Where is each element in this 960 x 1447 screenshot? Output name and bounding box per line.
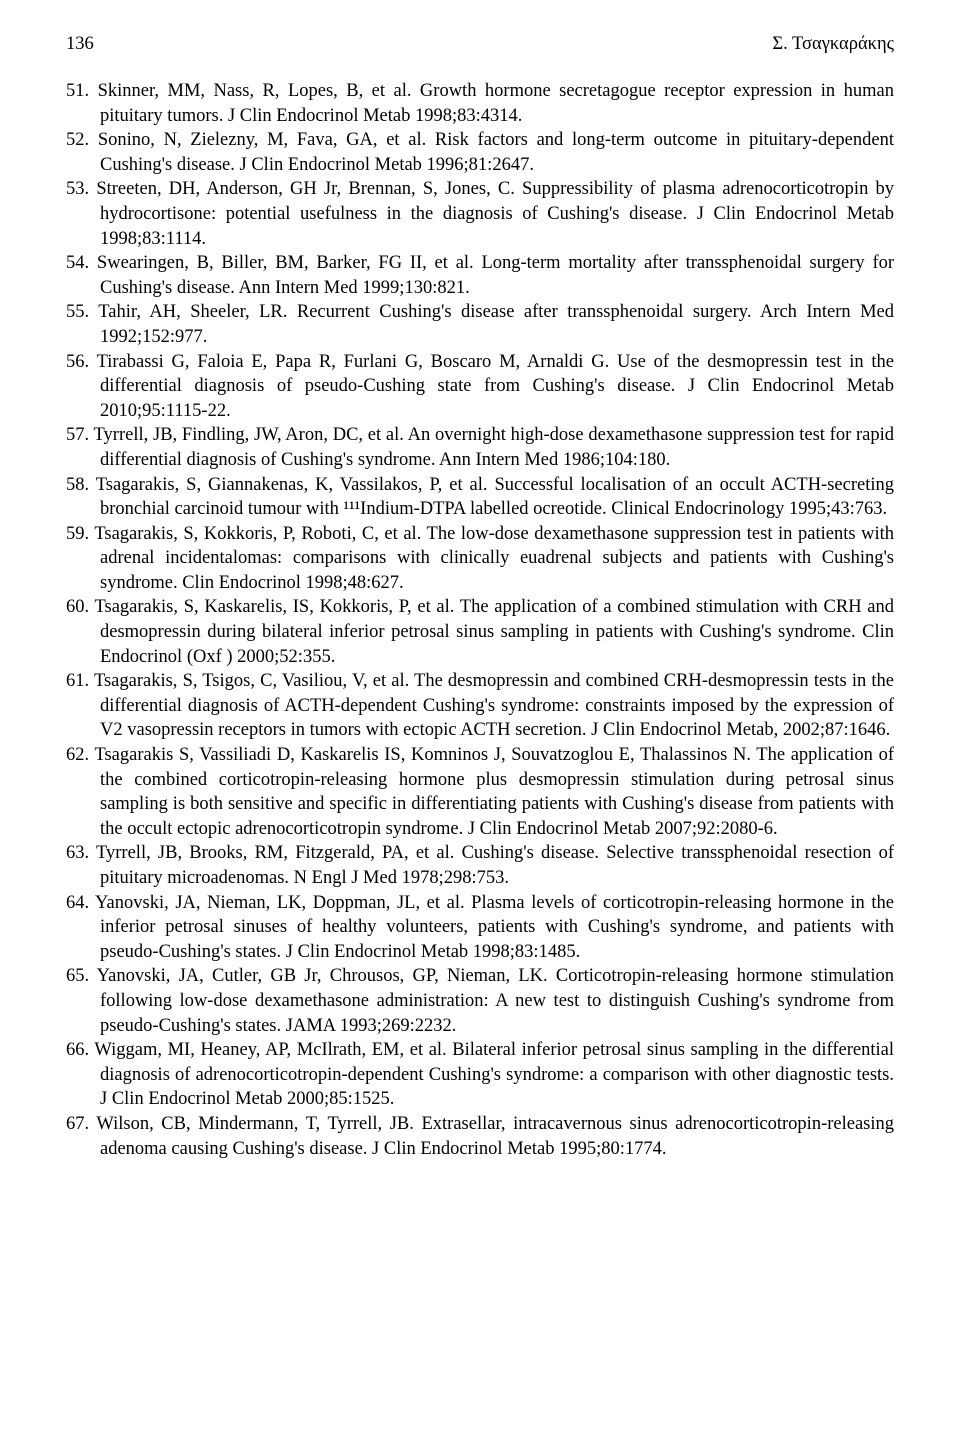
reference-text: Tahir, AH, Sheeler, LR. Recurrent Cushin… (98, 302, 894, 347)
reference-number: 55. (66, 302, 98, 322)
reference-number: 66. (66, 1040, 94, 1060)
reference-text: Wilson, CB, Mindermann, T, Tyrrell, JB. … (96, 1114, 894, 1159)
reference-item: 66. Wiggam, MI, Heaney, AP, McIlrath, EM… (66, 1038, 894, 1112)
reference-text: Tsagarakis, S, Tsigos, C, Vasiliou, V, e… (94, 671, 894, 740)
reference-item: 51. Skinner, MM, Nass, R, Lopes, B, et a… (66, 79, 894, 128)
reference-number: 58. (66, 475, 96, 495)
reference-number: 57. (66, 425, 94, 445)
reference-text: Tsagarakis, S, Giannakenas, K, Vassilako… (96, 475, 894, 520)
reference-number: 52. (66, 130, 98, 150)
reference-number: 51. (66, 81, 98, 101)
reference-number: 54. (66, 253, 97, 273)
reference-text: Streeten, DH, Anderson, GH Jr, Brennan, … (96, 179, 894, 248)
reference-item: 56. Tirabassi G, Faloia E, Papa R, Furla… (66, 350, 894, 424)
reference-number: 60. (66, 597, 95, 617)
reference-number: 62. (66, 745, 94, 765)
reference-text: Yanovski, JA, Nieman, LK, Doppman, JL, e… (95, 893, 894, 962)
reference-item: 61. Tsagarakis, S, Tsigos, C, Vasiliou, … (66, 669, 894, 743)
reference-text: Tsagarakis, S, Kokkoris, P, Roboti, C, e… (94, 524, 894, 593)
reference-item: 64. Yanovski, JA, Nieman, LK, Doppman, J… (66, 891, 894, 965)
reference-number: 67. (66, 1114, 96, 1134)
reference-item: 52. Sonino, N, Zielezny, M, Fava, GA, et… (66, 128, 894, 177)
reference-list: 51. Skinner, MM, Nass, R, Lopes, B, et a… (66, 79, 894, 1161)
reference-item: 62. Tsagarakis S, Vassiliadi D, Kaskarel… (66, 743, 894, 841)
reference-item: 59. Tsagarakis, S, Kokkoris, P, Roboti, … (66, 522, 894, 596)
reference-item: 67. Wilson, CB, Mindermann, T, Tyrrell, … (66, 1112, 894, 1161)
reference-item: 60. Tsagarakis, S, Kaskarelis, IS, Kokko… (66, 595, 894, 669)
reference-item: 54. Swearingen, B, Biller, BM, Barker, F… (66, 251, 894, 300)
reference-text: Wiggam, MI, Heaney, AP, McIlrath, EM, et… (94, 1040, 894, 1109)
reference-number: 59. (66, 524, 94, 544)
reference-text: Tsagarakis, S, Kaskarelis, IS, Kokkoris,… (95, 597, 894, 666)
reference-number: 65. (66, 966, 97, 986)
running-head-author: Σ. Τσαγκαράκης (772, 34, 894, 55)
reference-number: 53. (66, 179, 96, 199)
reference-number: 56. (66, 352, 97, 372)
reference-text: Tsagarakis S, Vassiliadi D, Kaskarelis I… (94, 745, 894, 839)
running-header: 136 Σ. Τσαγκαράκης (66, 34, 894, 55)
reference-text: Skinner, MM, Nass, R, Lopes, B, et al. G… (98, 81, 894, 126)
reference-item: 58. Tsagarakis, S, Giannakenas, K, Vassi… (66, 473, 894, 522)
reference-text: Swearingen, B, Biller, BM, Barker, FG II… (97, 253, 894, 298)
reference-text: Tyrrell, JB, Brooks, RM, Fitzgerald, PA,… (96, 843, 894, 888)
reference-item: 65. Yanovski, JA, Cutler, GB Jr, Chrouso… (66, 964, 894, 1038)
reference-item: 57. Tyrrell, JB, Findling, JW, Aron, DC,… (66, 423, 894, 472)
reference-number: 61. (66, 671, 94, 691)
reference-text: Sonino, N, Zielezny, M, Fava, GA, et al.… (98, 130, 894, 175)
reference-number: 64. (66, 893, 95, 913)
reference-item: 55. Tahir, AH, Sheeler, LR. Recurrent Cu… (66, 300, 894, 349)
reference-item: 53. Streeten, DH, Anderson, GH Jr, Brenn… (66, 177, 894, 251)
reference-text: Tirabassi G, Faloia E, Papa R, Furlani G… (97, 352, 894, 421)
reference-number: 63. (66, 843, 96, 863)
reference-item: 63. Tyrrell, JB, Brooks, RM, Fitzgerald,… (66, 841, 894, 890)
reference-text: Yanovski, JA, Cutler, GB Jr, Chrousos, G… (97, 966, 894, 1035)
page: 136 Σ. Τσαγκαράκης 51. Skinner, MM, Nass… (0, 0, 960, 1447)
page-number: 136 (66, 34, 94, 55)
reference-text: Tyrrell, JB, Findling, JW, Aron, DC, et … (94, 425, 894, 470)
